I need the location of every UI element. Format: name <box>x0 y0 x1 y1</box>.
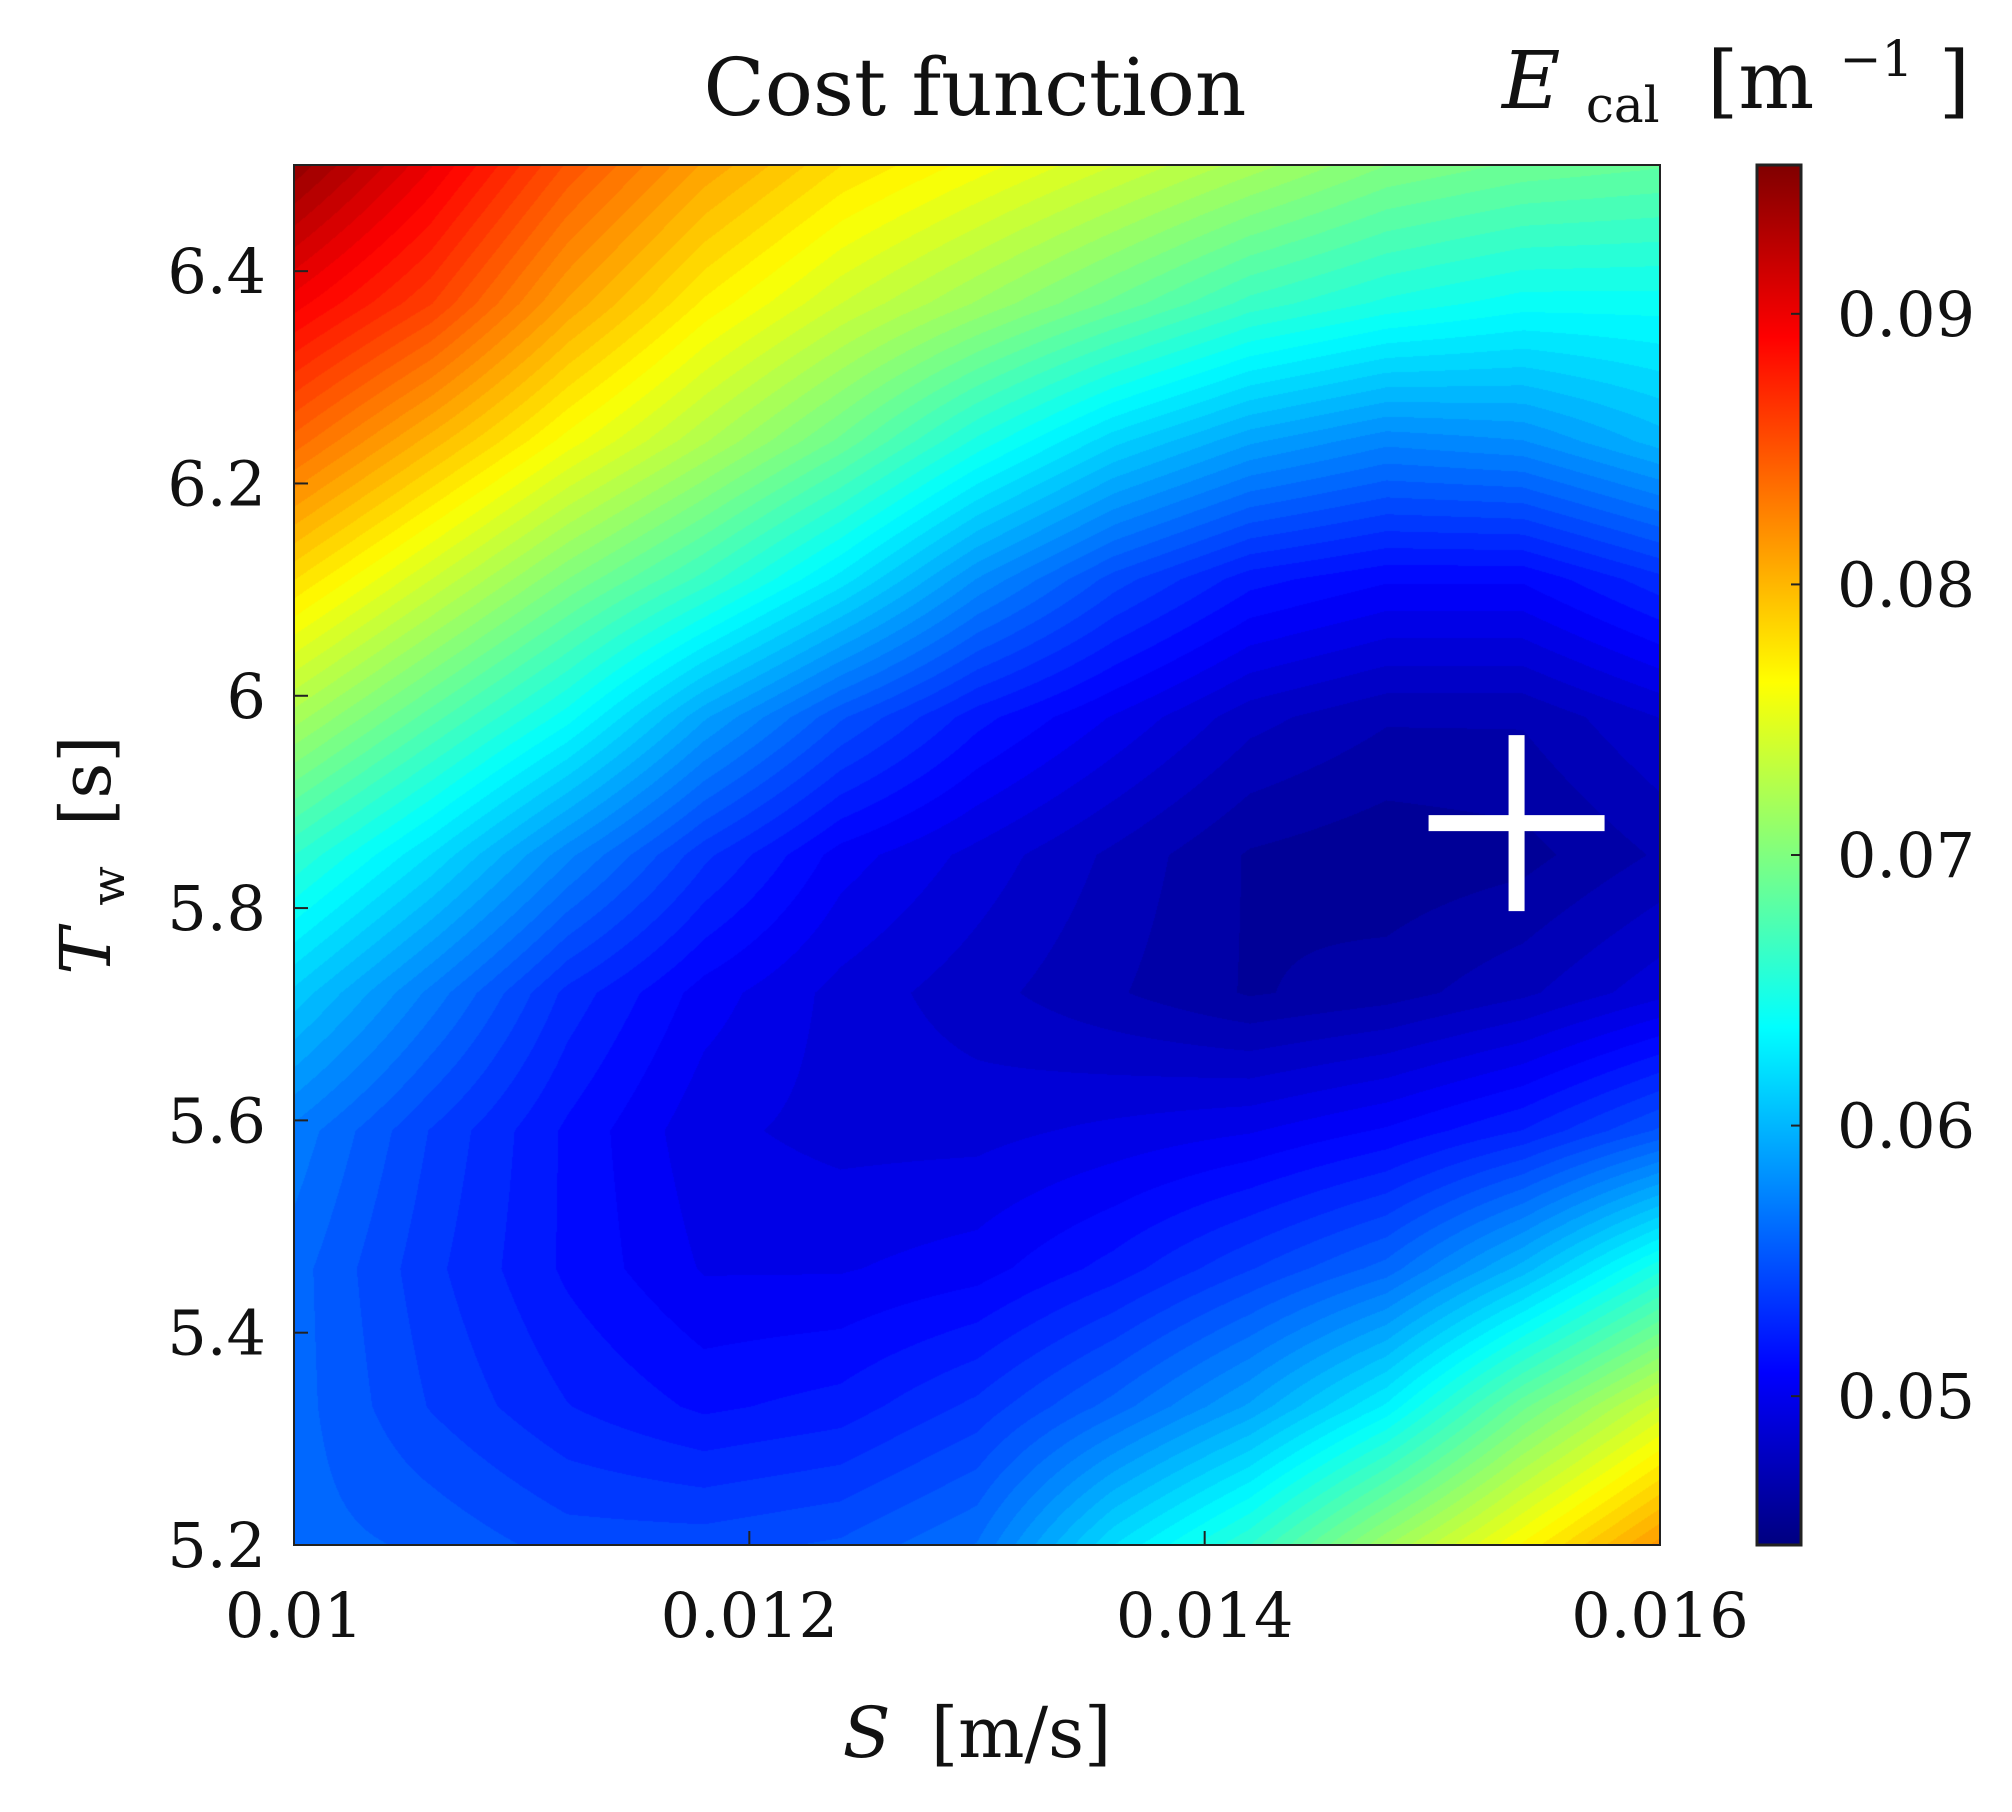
y-tick-label: 5.8 <box>167 872 266 945</box>
plot-frame <box>293 164 1661 1546</box>
optimum-marker <box>1428 735 1605 912</box>
y-tick-label: 6.4 <box>167 235 266 308</box>
y-tick-label: 5.4 <box>167 1297 266 1370</box>
colorbar-label: E cal [m −1 ] <box>1500 2 1970 141</box>
x-axis-unit: [m/s] <box>931 1692 1112 1774</box>
y-axis-unit: [s] <box>45 735 127 826</box>
colorbar-unit-open: [m <box>1707 34 1814 127</box>
y-tick-label: 6 <box>227 660 266 733</box>
colorbar-unit-exponent: −1 <box>1840 30 1914 88</box>
x-axis-ticks: 0.01 0.012 0.014 0.016 <box>225 1531 1749 1652</box>
heatmap-canvas <box>294 165 1660 1545</box>
colorbar-unit-close: ] <box>1939 34 1970 127</box>
y-axis-label: T w [s] <box>45 735 141 974</box>
colorbar-tick-label: 0.09 <box>1837 278 1975 351</box>
colorbar-tick-label: 0.08 <box>1837 548 1975 621</box>
colorbar-symbol: E <box>1500 34 1560 127</box>
colorbar-tick-label: 0.06 <box>1837 1090 1975 1163</box>
y-axis-ticks: 5.2 5.4 5.6 5.8 6 6.2 6.4 <box>167 235 308 1582</box>
colorbar-tick-label: 0.05 <box>1837 1360 1975 1433</box>
x-tick-label: 0.012 <box>661 1579 839 1652</box>
x-tick-label: 0.01 <box>225 1579 363 1652</box>
colorbar-tick-label: 0.07 <box>1837 819 1975 892</box>
x-axis-label: S [m/s] <box>843 1692 1112 1774</box>
y-axis-subscript: w <box>81 866 135 905</box>
colorbar-subscript: cal <box>1586 76 1660 134</box>
y-axis-symbol: T <box>45 924 127 975</box>
y-tick-label: 5.2 <box>167 1509 266 1582</box>
y-tick-label: 6.2 <box>167 447 266 520</box>
chart-title: Cost function <box>704 41 1247 134</box>
x-tick-label: 0.016 <box>1571 1579 1749 1652</box>
colorbar-ticks: 0.05 0.06 0.07 0.08 0.09 <box>1791 278 1975 1433</box>
x-tick-label: 0.014 <box>1116 1579 1294 1652</box>
x-axis-symbol: S <box>843 1692 891 1774</box>
y-tick-label: 5.6 <box>167 1084 266 1157</box>
heatmap-area <box>294 165 1660 1545</box>
